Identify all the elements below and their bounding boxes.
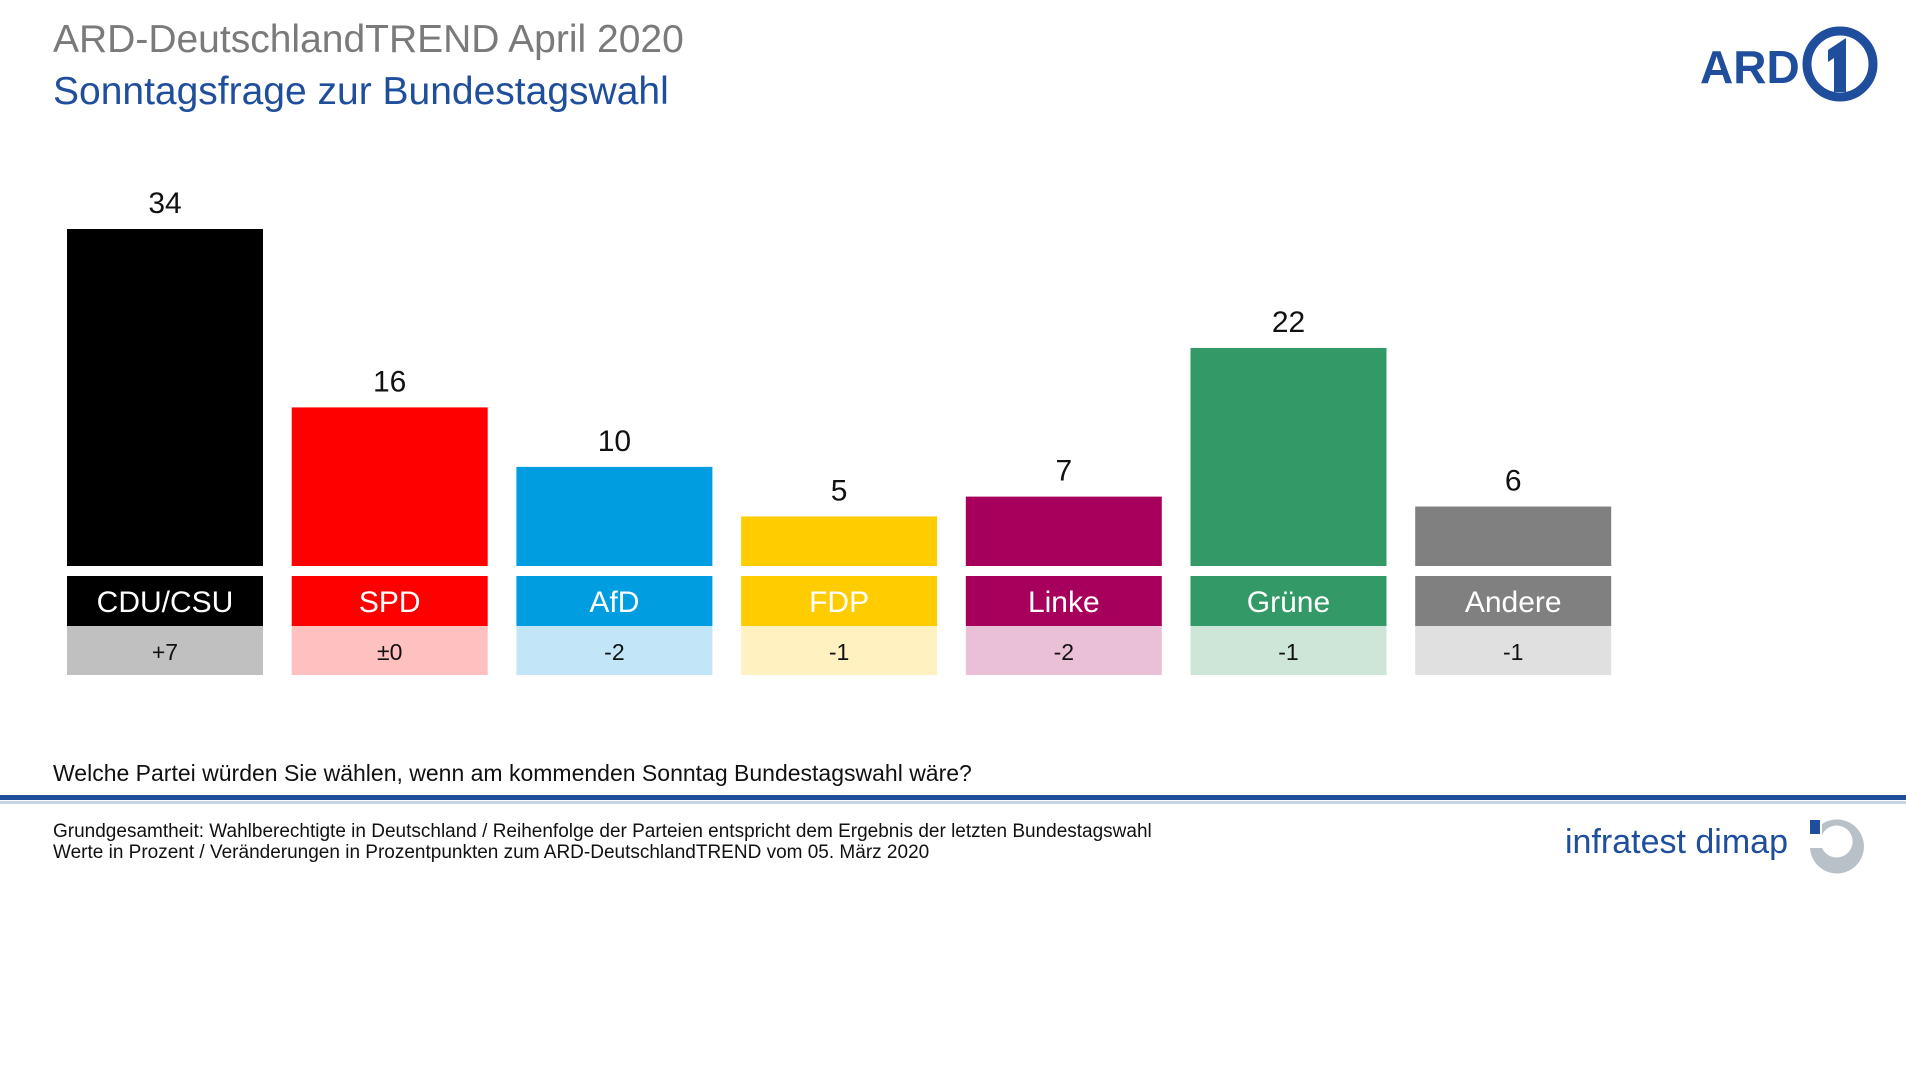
ard-one-icon (1802, 26, 1878, 102)
value-label-1: 16 (373, 365, 406, 398)
change-box-0 (67, 626, 263, 675)
survey-question: Welche Partei würden Sie wählen, wenn am… (53, 760, 972, 786)
category-label-1: SPD (359, 586, 421, 619)
category-label-6: Andere (1465, 586, 1562, 619)
chart-title: ARD-DeutschlandTREND April 2020 (53, 18, 684, 61)
bar-3 (741, 516, 938, 566)
category-label-2: AfD (589, 586, 639, 619)
value-label-3: 5 (831, 474, 848, 507)
category-box-2 (516, 576, 713, 626)
change-label-4: -2 (1054, 639, 1074, 665)
category-box-4 (965, 576, 1162, 626)
bar-1 (291, 407, 488, 566)
change-box-6 (1415, 626, 1612, 675)
bar-6 (1415, 506, 1612, 566)
chart-subtitle: Sonntagsfrage zur Bundestagswahl (53, 70, 669, 113)
ard-logo: ARD (1700, 26, 1878, 102)
change-box-3 (741, 626, 938, 675)
footnote-units: Werte in Prozent / Veränderungen in Proz… (53, 842, 930, 863)
bar-chart: 34 CDU/CSU +7 16 SPD ±0 10 AfD -2 5 FDP -1 7 Linke -2 2… (67, 187, 1612, 675)
infratest-dimap-logo-text: infratest dimap (1565, 823, 1788, 861)
change-label-3: -1 (829, 639, 849, 665)
change-box-1 (291, 626, 488, 675)
change-label-6: -1 (1503, 639, 1523, 665)
value-label-2: 10 (598, 425, 631, 458)
change-box-2 (516, 626, 713, 675)
category-box-0 (67, 576, 263, 626)
value-label-5: 22 (1272, 306, 1305, 339)
category-box-5 (1190, 576, 1387, 626)
category-label-3: FDP (809, 586, 869, 619)
value-label-0: 34 (148, 187, 181, 220)
bar-5 (1190, 347, 1387, 566)
bar-2 (516, 466, 713, 566)
category-box-6 (1415, 576, 1612, 626)
footer-divider-light (0, 801, 1906, 804)
ard-logo-text: ARD (1700, 41, 1800, 93)
footer-divider (0, 795, 1906, 800)
change-label-2: -2 (604, 639, 624, 665)
change-box-4 (965, 626, 1162, 675)
change-label-1: ±0 (377, 639, 402, 665)
change-label-5: -1 (1278, 639, 1298, 665)
change-box-5 (1190, 626, 1387, 675)
footnote-population: Grundgesamtheit: Wahlberechtigte in Deut… (53, 821, 1152, 842)
bar-4 (965, 496, 1162, 566)
value-label-4: 7 (1055, 455, 1072, 488)
category-label-4: Linke (1028, 586, 1100, 619)
category-label-5: Grüne (1247, 586, 1330, 619)
category-label-0: CDU/CSU (97, 586, 234, 619)
category-box-1 (291, 576, 488, 626)
value-label-6: 6 (1505, 465, 1522, 498)
category-box-3 (741, 576, 938, 626)
dimap-logo-icon (1810, 819, 1864, 874)
bar-0 (67, 229, 263, 566)
change-label-0: +7 (152, 639, 178, 665)
